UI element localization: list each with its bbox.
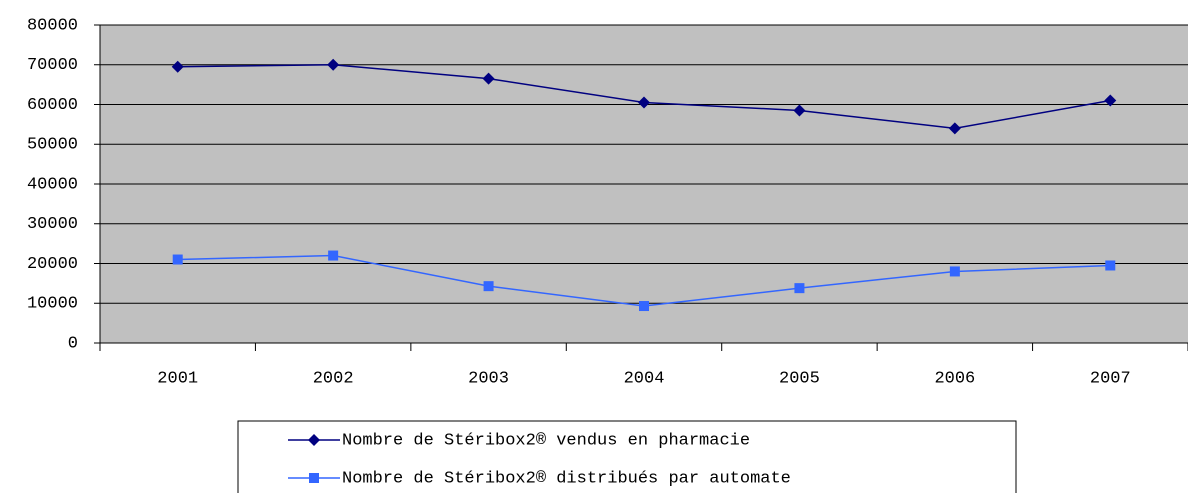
x-tick-label: 2007 — [1090, 369, 1131, 388]
legend-label: Nombre de Stéribox2® vendus en pharmacie — [342, 431, 750, 450]
legend-marker — [308, 434, 320, 446]
data-point — [483, 281, 494, 292]
legend-label: Nombre de Stéribox2® distribués par auto… — [342, 469, 791, 488]
data-point — [172, 254, 183, 265]
x-tick-label: 2002 — [313, 369, 354, 388]
y-tick-label: 20000 — [27, 255, 78, 274]
data-point — [1105, 260, 1116, 271]
data-point — [793, 104, 806, 117]
data-point — [948, 122, 961, 135]
x-tick-label: 2005 — [779, 369, 820, 388]
legend-marker — [309, 473, 319, 483]
y-tick-label: 70000 — [27, 56, 78, 75]
data-point — [171, 60, 184, 73]
data-point — [639, 301, 649, 312]
data-point — [328, 250, 339, 261]
data-point — [327, 58, 340, 71]
y-tick-label: 0 — [68, 334, 78, 353]
y-tick-label: 30000 — [27, 215, 78, 234]
y-tick-label: 10000 — [27, 295, 78, 314]
x-tick-label: 2001 — [157, 369, 198, 388]
y-tick-label: 80000 — [27, 16, 78, 35]
y-tick-label: 60000 — [27, 96, 78, 115]
data-point — [638, 96, 650, 109]
data-point — [949, 266, 960, 277]
y-tick-label: 50000 — [27, 136, 78, 155]
x-tick-label: 2004 — [624, 369, 665, 388]
data-point — [1104, 94, 1117, 107]
legend-box — [237, 420, 1017, 493]
data-point — [482, 72, 495, 85]
x-tick-label: 2006 — [934, 369, 975, 388]
y-tick-label: 40000 — [27, 175, 78, 194]
x-tick-label: 2003 — [468, 369, 509, 388]
data-point — [794, 283, 805, 294]
